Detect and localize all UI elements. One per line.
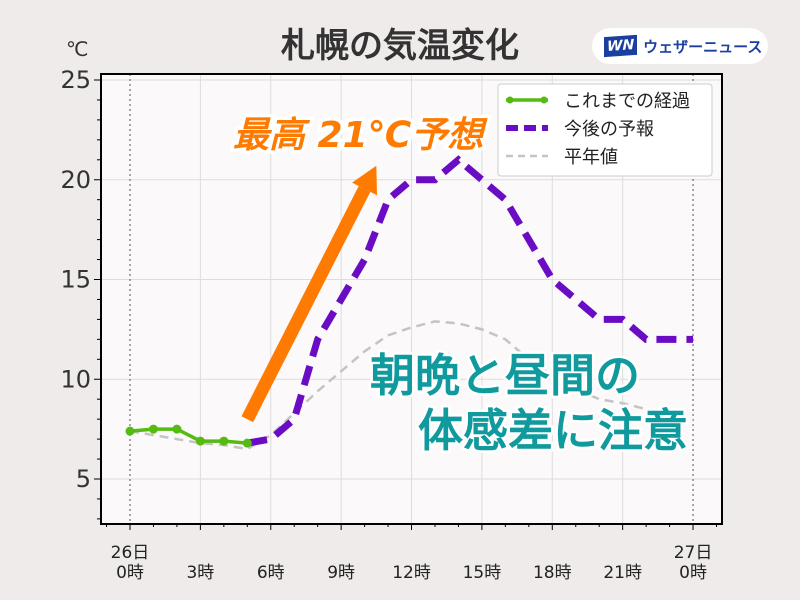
legend-marker (506, 96, 514, 104)
weathernews-logo: WN ウェザーニュース (592, 28, 768, 64)
x-tick-label: 26日 (111, 543, 150, 563)
x-tick-label: 0時 (116, 563, 144, 583)
x-tick-label: 3時 (186, 563, 214, 583)
x-tick-label: 21時 (603, 563, 642, 583)
plot-frame (100, 73, 723, 525)
x-tick-label: 18時 (533, 563, 572, 583)
x-tick-label: 0時 (679, 563, 707, 583)
observed-point (219, 436, 229, 446)
legend-label: 今後の予報 (564, 119, 654, 140)
y-tick-label: 20 (60, 166, 91, 194)
trend-arrow-shaft (241, 186, 371, 423)
y-tick-label: 5 (76, 465, 91, 493)
observed-point (195, 436, 205, 446)
legend-label: 平年値 (564, 147, 618, 168)
x-tick-label: 27日 (674, 543, 713, 563)
annotation-line2: 体感差に注意 (418, 404, 688, 457)
legend (497, 83, 713, 177)
observed-point (242, 438, 252, 448)
chart-title: 札幌の気温変化 (281, 26, 519, 66)
observed-point (172, 424, 182, 434)
observed-point (125, 426, 135, 436)
y-tick-label: 10 (60, 365, 91, 393)
y-axis-unit: ℃ (66, 37, 88, 61)
x-tick-label: 12時 (392, 563, 431, 583)
series-forecast-line (246, 155, 694, 447)
logo-text: ウェザーニュース (643, 37, 763, 56)
y-tick-label: 25 (60, 66, 91, 94)
annotation-line1: 朝晩と昼間の (370, 349, 640, 402)
observed-point (148, 424, 158, 434)
legend-label: これまでの経過 (564, 91, 690, 112)
x-tick-label: 15時 (463, 563, 502, 583)
x-tick-label: 9時 (327, 563, 355, 583)
trend-arrow-head (352, 165, 378, 196)
y-tick-label: 15 (60, 266, 91, 294)
max-temp-annotation: 最高 21℃予想 (233, 115, 488, 156)
legend-marker (540, 96, 548, 104)
x-tick-label: 6時 (257, 563, 285, 583)
